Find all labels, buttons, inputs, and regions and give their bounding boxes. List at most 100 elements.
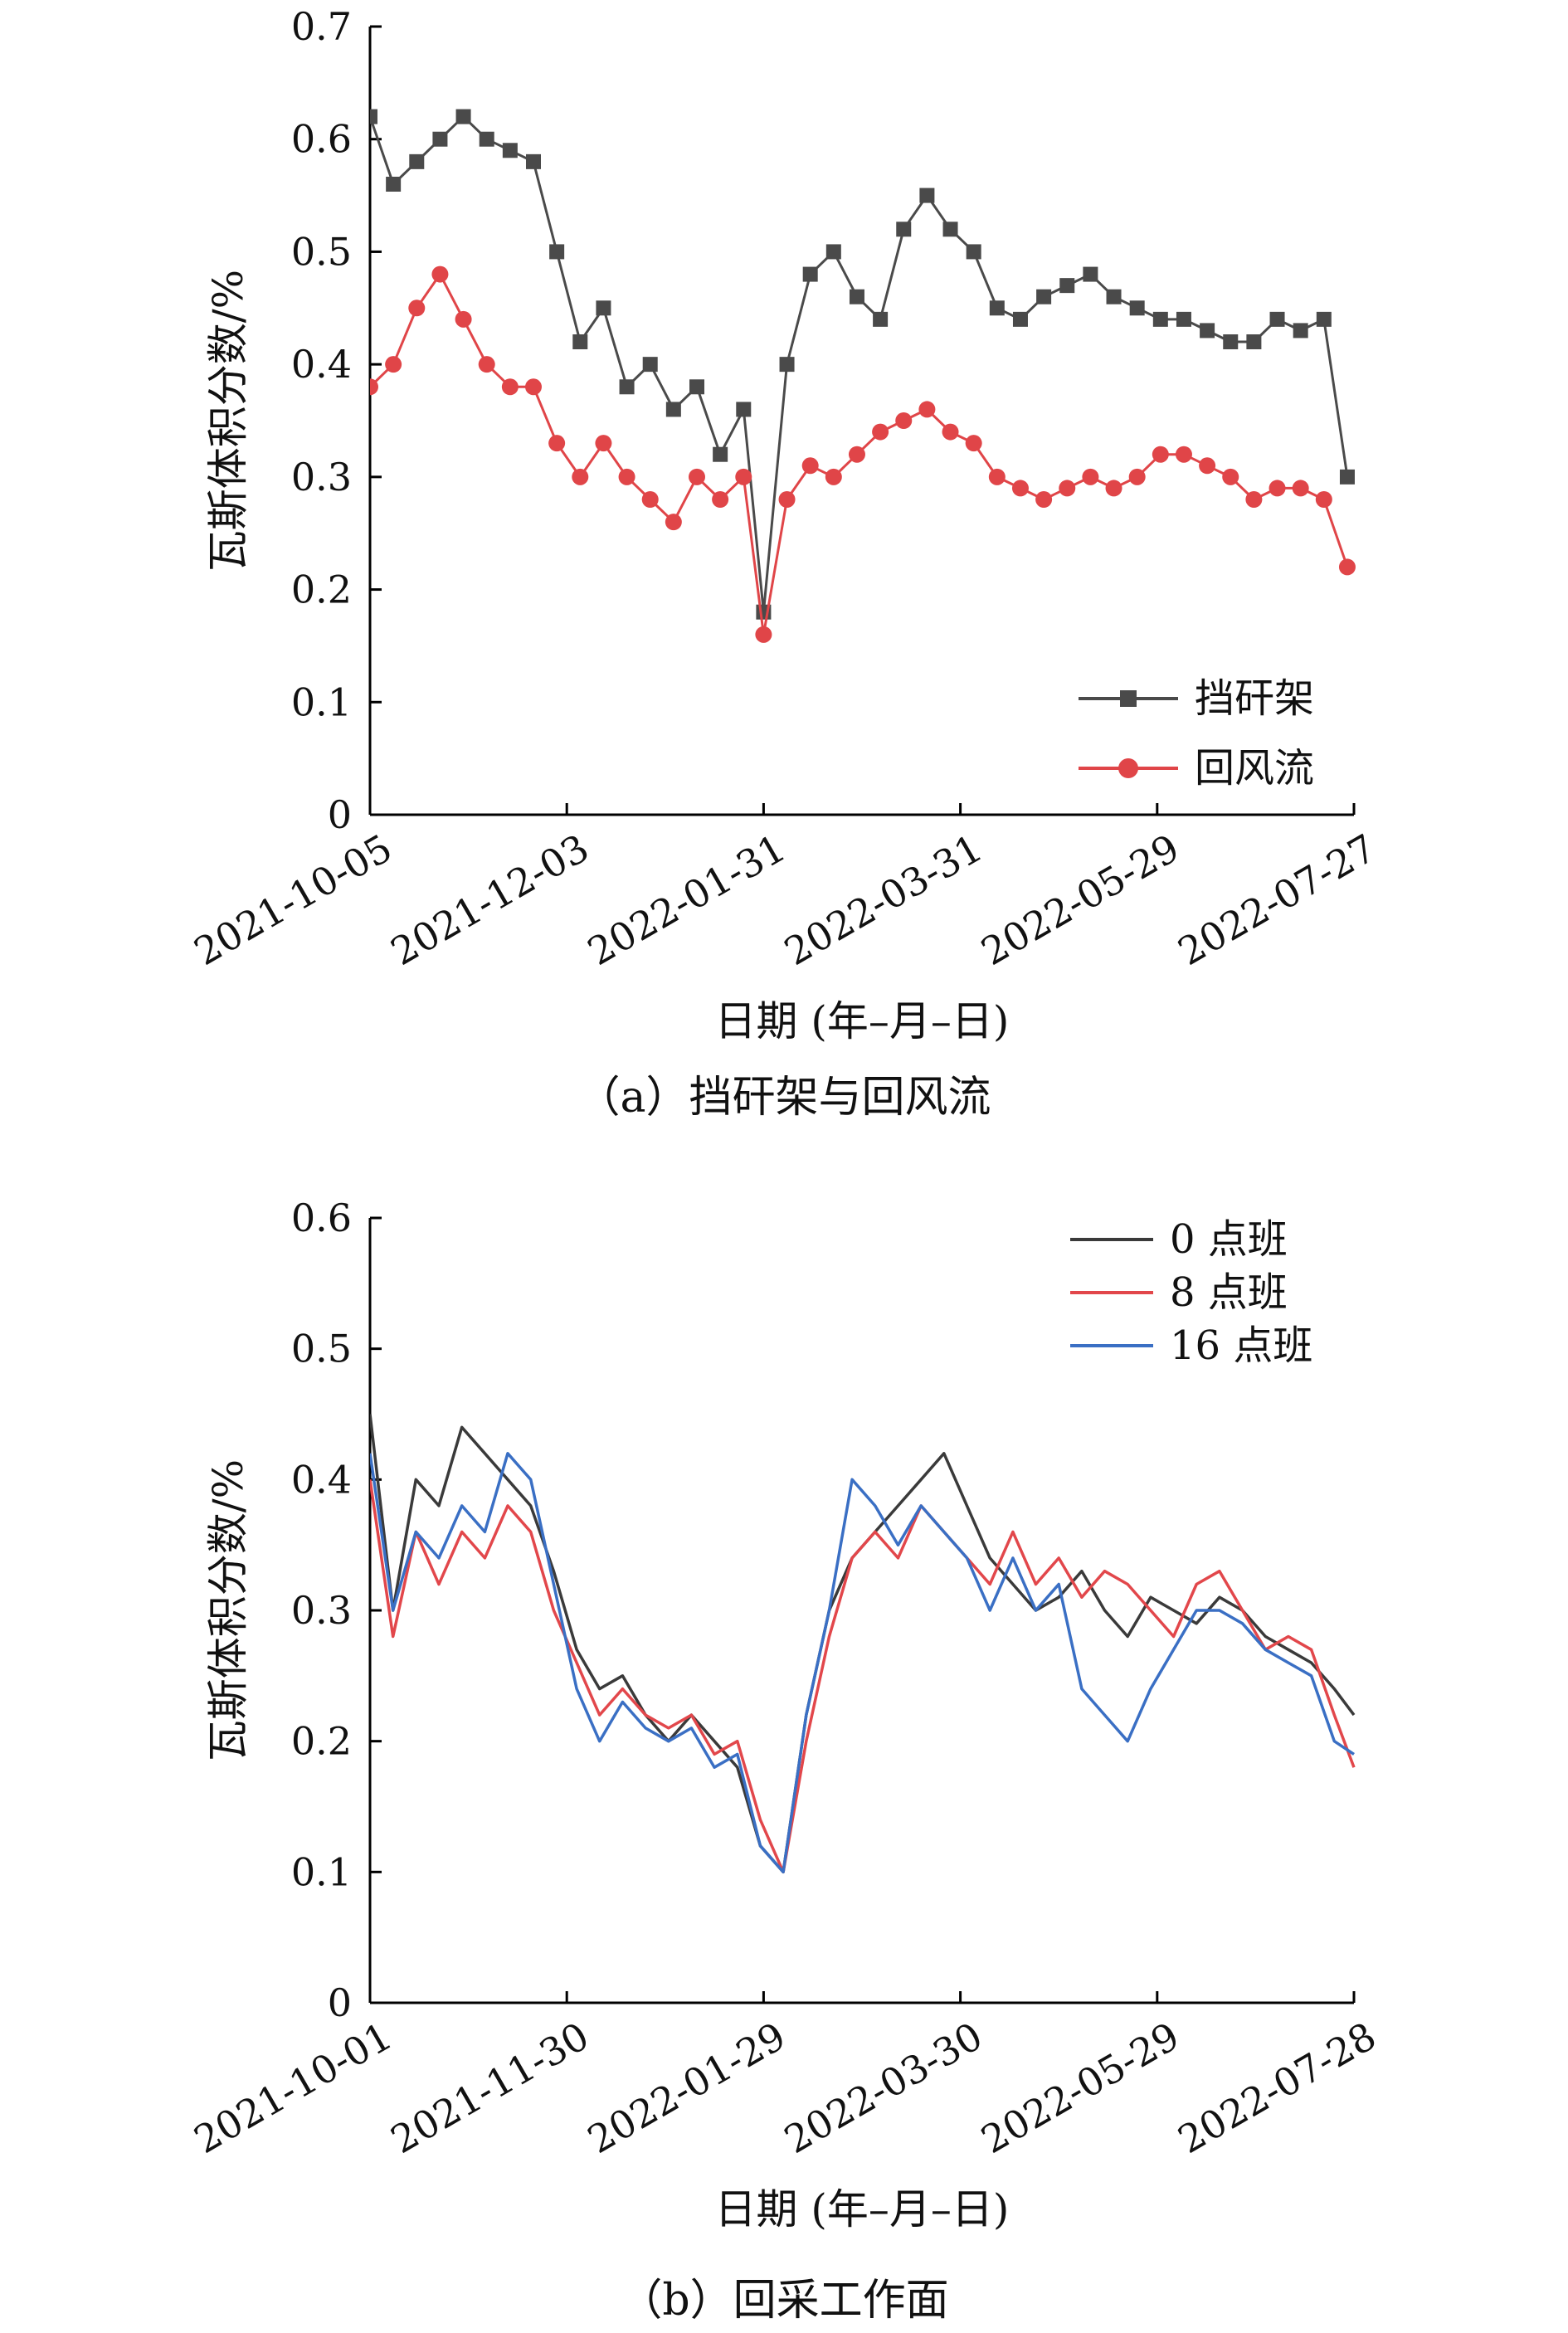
- panel-caption: （a）挡矸架与回风流: [577, 1073, 991, 1123]
- data-point: [712, 491, 729, 508]
- y-tick-label: 0.6: [291, 117, 352, 162]
- data-point: [919, 188, 935, 203]
- data-point: [408, 300, 426, 317]
- data-point: [755, 626, 772, 643]
- data-point: [1269, 480, 1286, 497]
- data-point: [918, 401, 936, 418]
- data-point: [688, 468, 705, 485]
- panel-a-chart: 0 0.1 0.2 0.3 0.4 0.5 0.6 0.7 2021-10-052021-12-…: [187, 4, 1384, 1123]
- data-point: [502, 143, 518, 158]
- y-tick-label: 0.4: [291, 342, 352, 387]
- data-point: [1011, 480, 1029, 497]
- data-point: [431, 265, 449, 283]
- data-point: [942, 423, 959, 441]
- data-point: [478, 356, 495, 373]
- data-point: [849, 289, 864, 304]
- data-point: [1222, 468, 1239, 485]
- y-axis-title: 瓦斯体积分数/%: [204, 270, 252, 572]
- legend-label: 0 点班: [1170, 1216, 1288, 1263]
- data-point: [848, 446, 865, 463]
- data-point: [479, 131, 494, 147]
- data-point: [1106, 289, 1122, 304]
- data-point: [802, 266, 818, 282]
- x-axis-title: 日期 (年–月–日): [715, 997, 1010, 1045]
- data-point: [965, 435, 982, 452]
- series-3: [370, 1452, 1355, 1874]
- data-point: [618, 468, 635, 485]
- y-tick-label: 0.1: [291, 1849, 352, 1894]
- y-tick-label: 0.5: [291, 229, 352, 274]
- x-tick-label: 2022-01-29: [580, 2014, 793, 2162]
- legend-marker: [1118, 758, 1138, 778]
- data-point: [665, 402, 681, 417]
- data-point: [455, 109, 471, 124]
- y-tick-label: 0: [328, 1980, 352, 2025]
- data-point: [596, 300, 611, 316]
- data-point: [1152, 446, 1169, 463]
- legend-label: 回风流: [1195, 745, 1314, 791]
- x-tick-label: 2022-03-31: [777, 826, 990, 974]
- data-point: [1175, 446, 1192, 463]
- y-tick-label: 0.3: [291, 1588, 352, 1633]
- y-tick-label: 0: [328, 792, 352, 837]
- data-point: [409, 153, 425, 169]
- data-point: [619, 379, 635, 395]
- data-point: [689, 379, 704, 395]
- data-point: [1339, 469, 1355, 485]
- data-point: [713, 446, 728, 462]
- data-point: [549, 244, 565, 260]
- data-point: [525, 153, 541, 169]
- x-tick-label: 2021-12-03: [383, 826, 597, 974]
- data-point: [1176, 311, 1191, 327]
- data-point: [641, 491, 659, 508]
- data-point: [385, 356, 402, 373]
- legend-label: 挡矸架: [1195, 675, 1314, 722]
- data-point: [1292, 480, 1309, 497]
- data-point: [779, 357, 795, 373]
- legend-label: 8 点班: [1170, 1269, 1288, 1316]
- data-point: [1316, 311, 1332, 327]
- y-axis-title: 瓦斯体积分数/%: [204, 1459, 252, 1761]
- data-point: [778, 491, 796, 508]
- data-point: [1059, 480, 1076, 497]
- data-point: [989, 300, 1005, 316]
- data-point: [386, 177, 402, 192]
- data-point: [1083, 266, 1098, 282]
- x-tick-label: 2022-05-29: [974, 826, 1187, 974]
- y-tick-label: 0.6: [291, 1196, 352, 1240]
- data-point: [873, 311, 889, 327]
- data-point: [370, 378, 378, 396]
- x-tick-label: 2021-11-30: [383, 2014, 597, 2162]
- data-point: [825, 244, 841, 260]
- data-point: [548, 435, 566, 452]
- x-tick-label: 2022-03-30: [777, 2014, 990, 2162]
- data-point: [1082, 468, 1099, 485]
- data-point: [595, 435, 612, 452]
- data-point: [801, 457, 819, 475]
- plot-area: [370, 1414, 1356, 1874]
- data-point: [1059, 278, 1075, 294]
- y-tick-label: 0.7: [291, 4, 352, 49]
- series-line: [370, 1414, 1356, 1874]
- x-axis-title: 日期 (年–月–日): [715, 2185, 1010, 2233]
- legend: 0 点班 8 点班 16 点班: [1070, 1216, 1312, 1369]
- data-point: [1105, 480, 1122, 497]
- data-point: [736, 402, 752, 417]
- x-tick-label: 2022-07-28: [1171, 2014, 1384, 2162]
- y-tick-label: 0.3: [291, 455, 352, 499]
- data-point: [572, 468, 589, 485]
- panel-b-chart: 00.10.20.30.40.50.62021-10-012021-11-302…: [187, 1196, 1384, 2326]
- data-point: [1293, 323, 1308, 339]
- data-point: [1338, 558, 1356, 576]
- data-point: [966, 244, 981, 260]
- x-tick-label: 2021-10-01: [187, 2014, 400, 2162]
- data-point: [1035, 491, 1053, 508]
- data-point: [896, 222, 912, 237]
- data-point: [942, 222, 958, 237]
- data-point: [370, 109, 377, 124]
- data-point: [1152, 311, 1168, 327]
- data-point: [524, 378, 542, 396]
- data-point: [1012, 311, 1028, 327]
